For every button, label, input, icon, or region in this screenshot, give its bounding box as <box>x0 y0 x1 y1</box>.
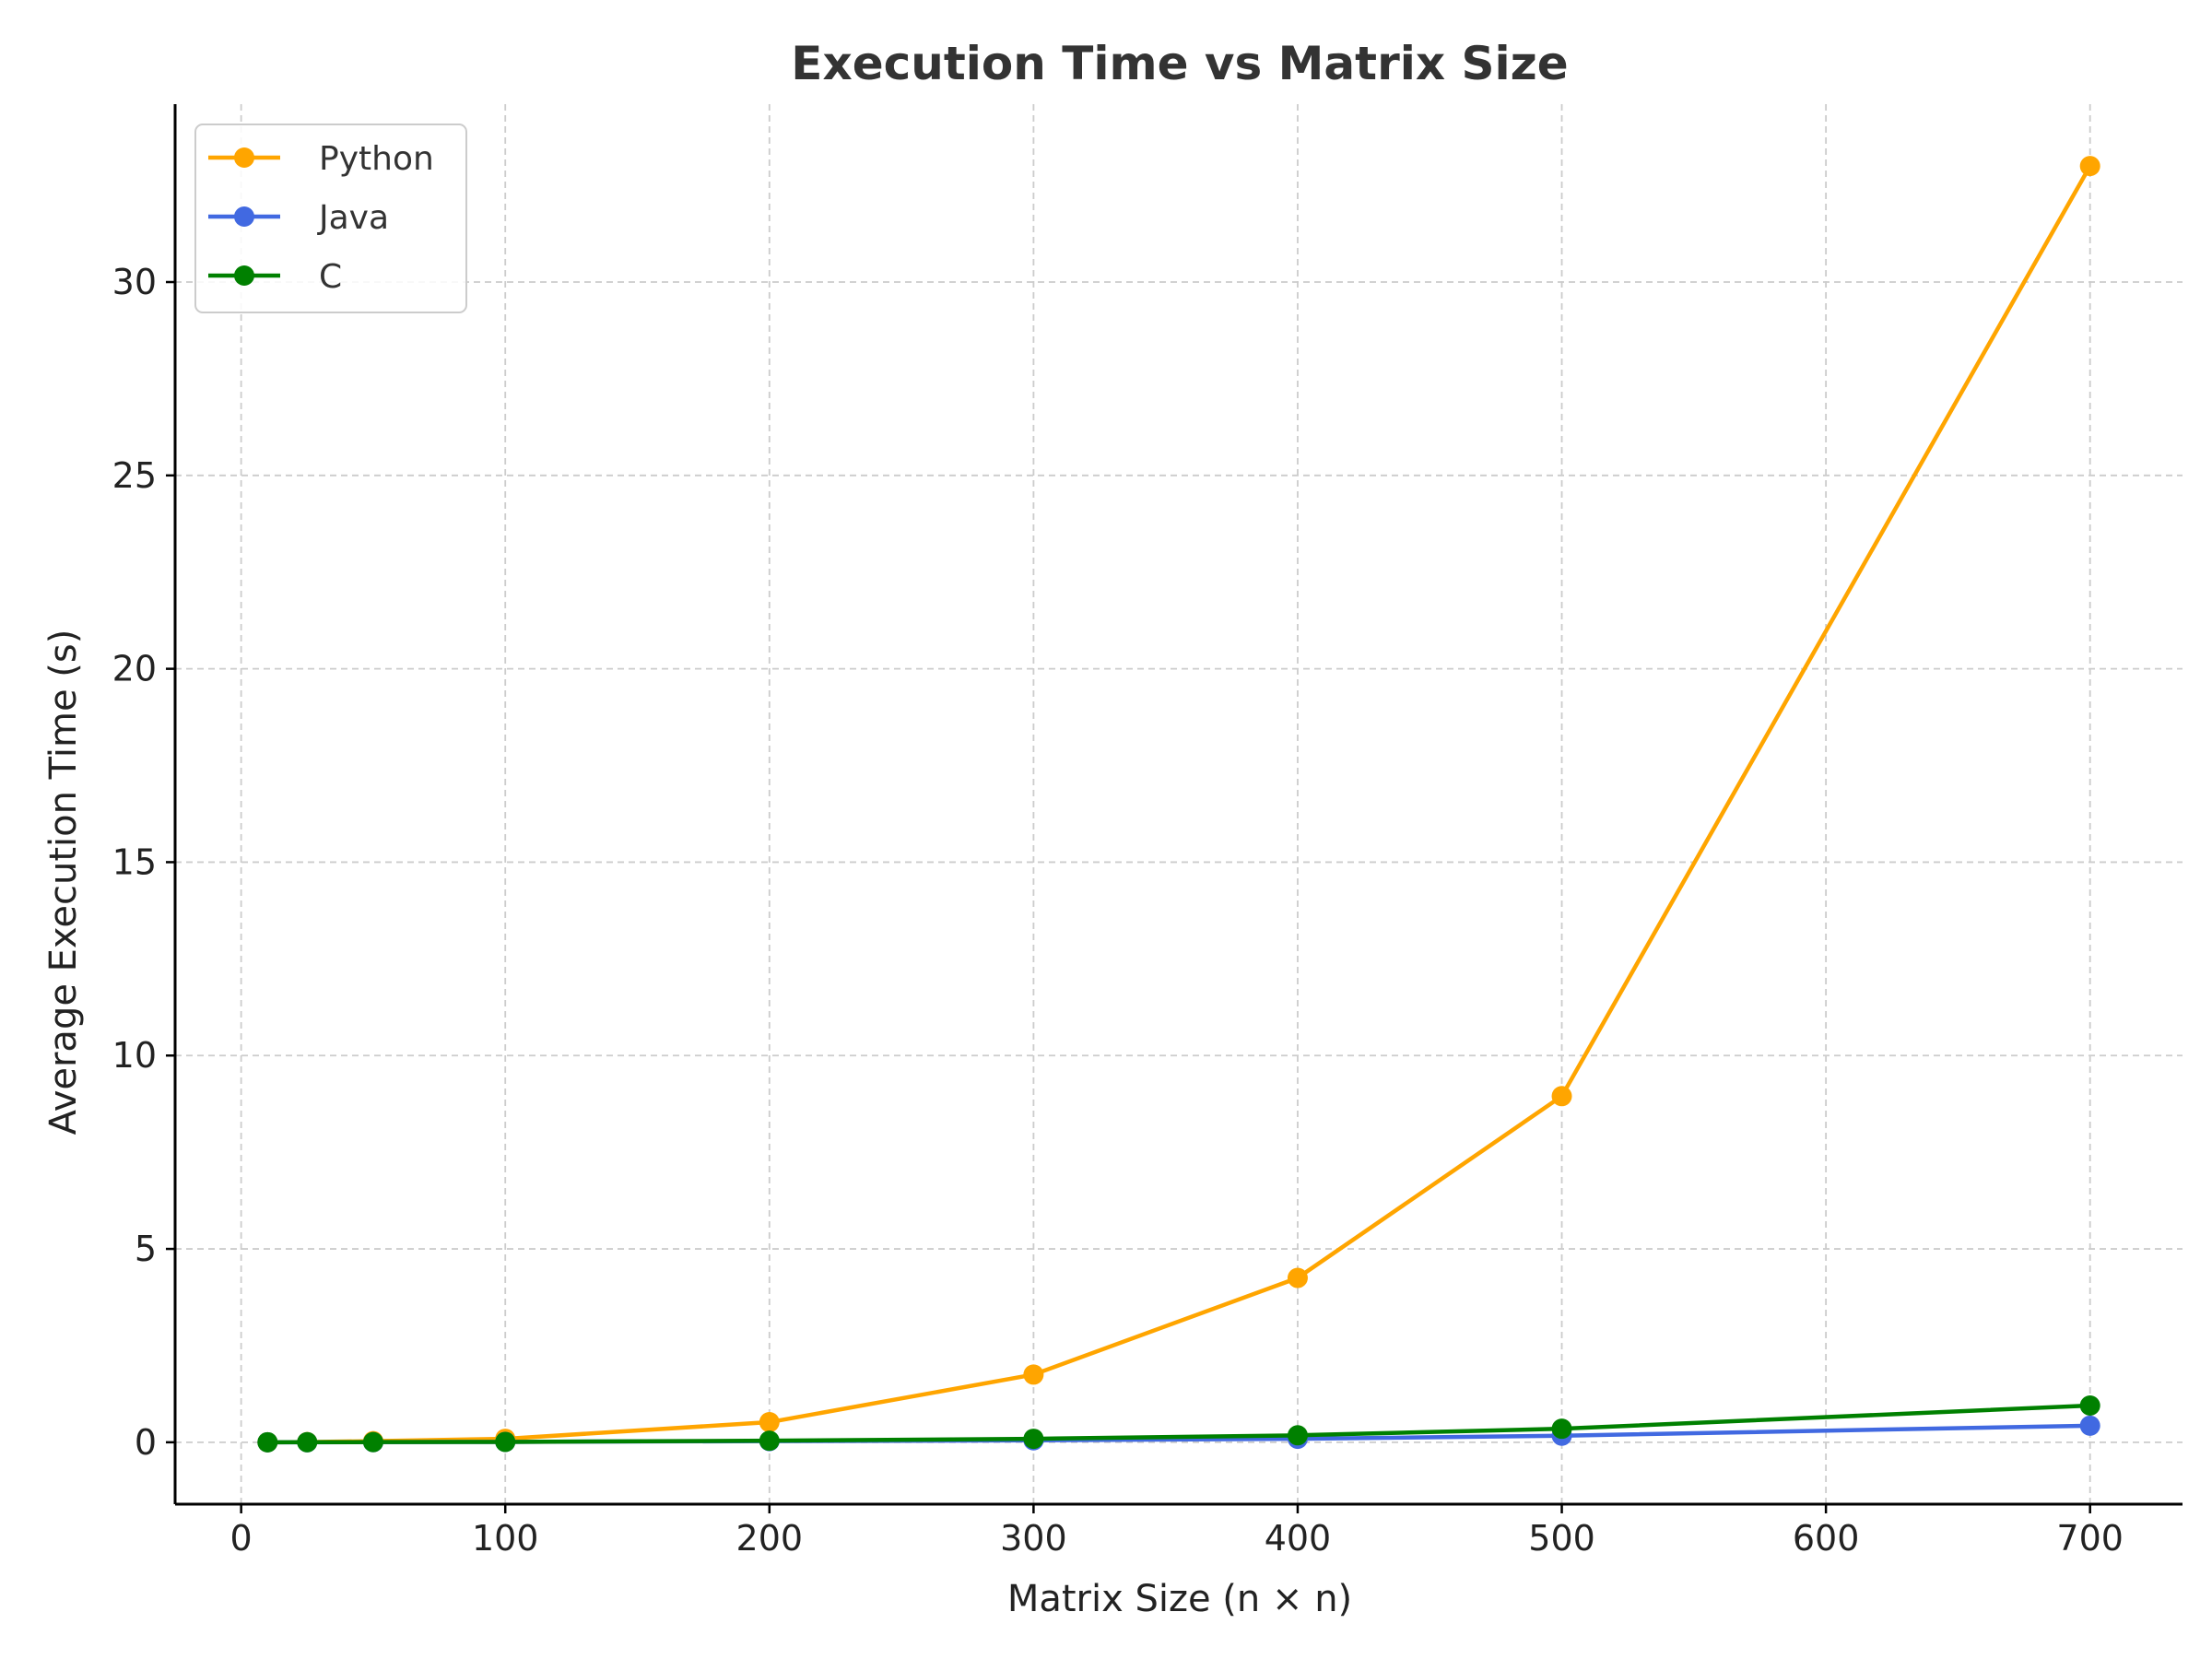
python-point <box>1287 1267 1308 1288</box>
x-tick-label: 600 <box>1793 1518 1860 1559</box>
series-java <box>257 1415 2100 1453</box>
y-axis-label: Average Execution Time (s) <box>42 629 85 1135</box>
c-point <box>297 1431 318 1453</box>
python-point <box>1551 1086 1572 1107</box>
c-point <box>362 1431 383 1453</box>
legend-marker-python <box>234 147 254 168</box>
x-tick-label: 200 <box>736 1518 804 1559</box>
x-tick-label: 100 <box>472 1518 539 1559</box>
x-tick-label: 0 <box>230 1518 253 1559</box>
y-tick-label: 30 <box>112 262 157 302</box>
x-tick-label: 700 <box>2056 1518 2124 1559</box>
python-point <box>2079 156 2100 177</box>
c-point <box>1023 1429 1044 1450</box>
python-point <box>759 1412 780 1433</box>
y-tick-label: 15 <box>112 841 157 882</box>
legend-label-c: C <box>319 258 342 296</box>
c-point <box>257 1431 278 1453</box>
legend-label-java: Java <box>317 199 389 237</box>
grid <box>175 104 2183 1504</box>
legend-label-python: Python <box>319 140 434 178</box>
series-python <box>257 156 2100 1453</box>
x-axis-label: Matrix Size (n × n) <box>1007 1578 1352 1620</box>
series-lines <box>257 156 2100 1453</box>
series-c <box>257 1394 2100 1453</box>
c-point <box>1287 1425 1308 1446</box>
legend-marker-java <box>234 206 254 227</box>
x-tick-label: 500 <box>1528 1518 1595 1559</box>
x-tick-label: 300 <box>1000 1518 1067 1559</box>
y-tick-label: 0 <box>135 1422 157 1463</box>
y-tick-label: 25 <box>112 455 157 496</box>
chart-title: Execution Time vs Matrix Size <box>791 37 1568 90</box>
y-tick-label: 10 <box>112 1035 157 1076</box>
c-point <box>2079 1394 2100 1416</box>
python-point <box>1023 1364 1044 1385</box>
y-tick-label: 5 <box>135 1229 157 1269</box>
c-point <box>1551 1418 1572 1440</box>
legend-marker-c <box>234 265 254 286</box>
y-tick-label: 20 <box>112 649 157 689</box>
legend: Python Java C <box>194 124 467 313</box>
legend-box <box>194 124 467 313</box>
java-point <box>2079 1415 2100 1436</box>
c-point <box>495 1431 516 1453</box>
c-point <box>759 1430 780 1452</box>
python-line <box>265 163 2092 1445</box>
axes: 0 100 200 300 400 500 600 700 0 5 10 15 20 25 30 <box>112 104 2183 1559</box>
x-tick-label: 400 <box>1265 1518 1332 1559</box>
